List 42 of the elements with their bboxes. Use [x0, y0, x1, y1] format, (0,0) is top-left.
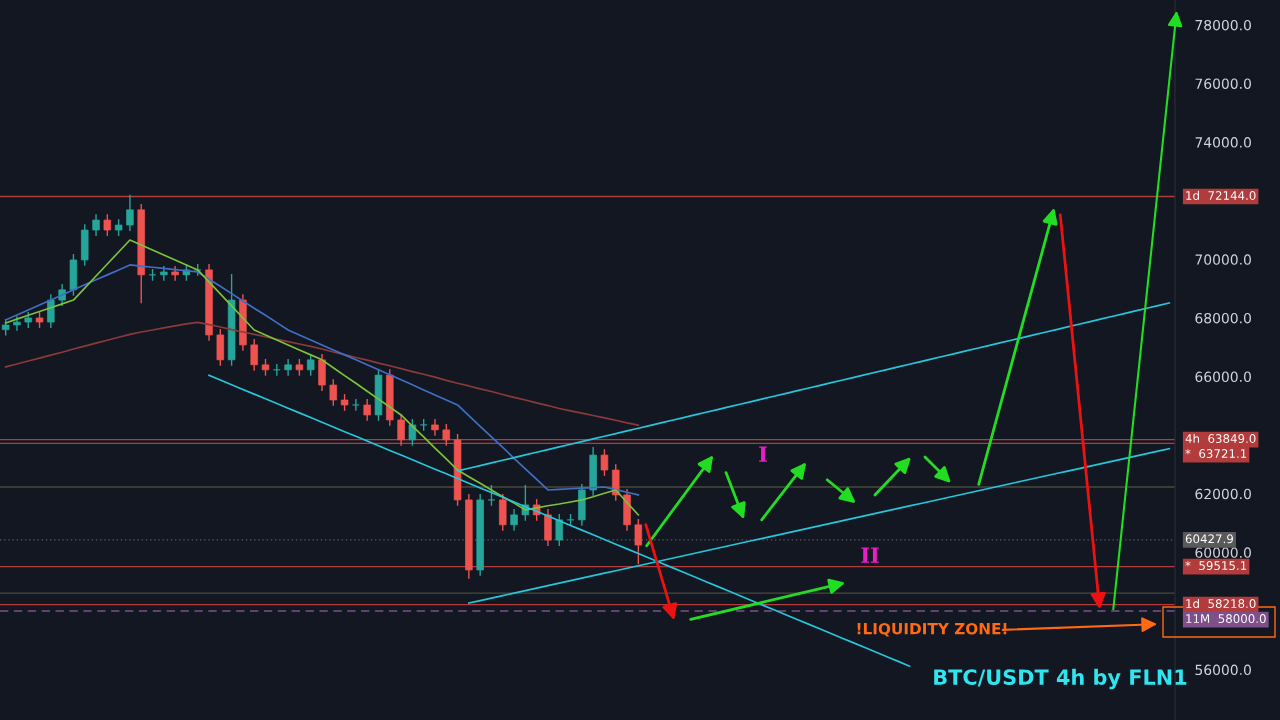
y-tick-label: 78000.0 — [1195, 19, 1251, 31]
candlestick — [408, 418, 417, 447]
ref-line-label: 4h 63849.0 — [1185, 433, 1256, 444]
ref-line-label: 11M 58000.0 — [1186, 614, 1266, 624]
candlestick — [47, 293, 55, 329]
candlestick — [284, 358, 292, 377]
line-series — [4, 264, 640, 496]
y-tick-label: 74000.0 — [1195, 137, 1251, 148]
annotation: I — [759, 446, 767, 462]
candlestick — [250, 338, 258, 372]
candlestick — [103, 213, 112, 237]
y-tick-label: 76000.0 — [1195, 78, 1251, 89]
candlestick — [363, 398, 371, 422]
ref-line-label: * 59515.1 — [1185, 561, 1247, 571]
candlestick — [634, 518, 643, 565]
candlestick — [397, 413, 405, 447]
candlestick — [329, 378, 338, 407]
candlestick — [600, 448, 609, 477]
y-tick-label: 66000.0 — [1195, 371, 1251, 383]
ref-line-label: 60427.9 — [1185, 534, 1233, 544]
y-tick-label: 70000.0 — [1195, 254, 1251, 265]
y-tick-label: 62000.0 — [1195, 488, 1251, 500]
y-tick-label: 60000.0 — [1195, 547, 1251, 558]
ref-line-label: 1d 72144.0 — [1186, 190, 1256, 200]
annotation: !LIQUIDITY ZONE! — [857, 622, 1007, 637]
candlestick — [126, 194, 134, 232]
candlestick — [171, 265, 179, 282]
ref-line-label: * 63721.1 — [1185, 449, 1247, 459]
annotation: II — [861, 547, 879, 563]
candlestick — [92, 213, 100, 237]
candlestick — [442, 423, 451, 447]
candlestick — [160, 265, 168, 282]
ref-line-label: 1d 58218.0 — [1186, 598, 1256, 609]
y-tick-label: 68000.0 — [1195, 312, 1251, 324]
annotation: BTC/USDT 4h by FLN1 — [934, 668, 1187, 690]
candlestick — [555, 513, 563, 547]
candlestick — [510, 508, 518, 532]
line-series — [456, 302, 1171, 472]
y-tick-label: 56000.0 — [1195, 664, 1251, 676]
line-series — [4, 321, 640, 427]
candlestick — [352, 398, 360, 412]
candlestick — [487, 484, 496, 507]
